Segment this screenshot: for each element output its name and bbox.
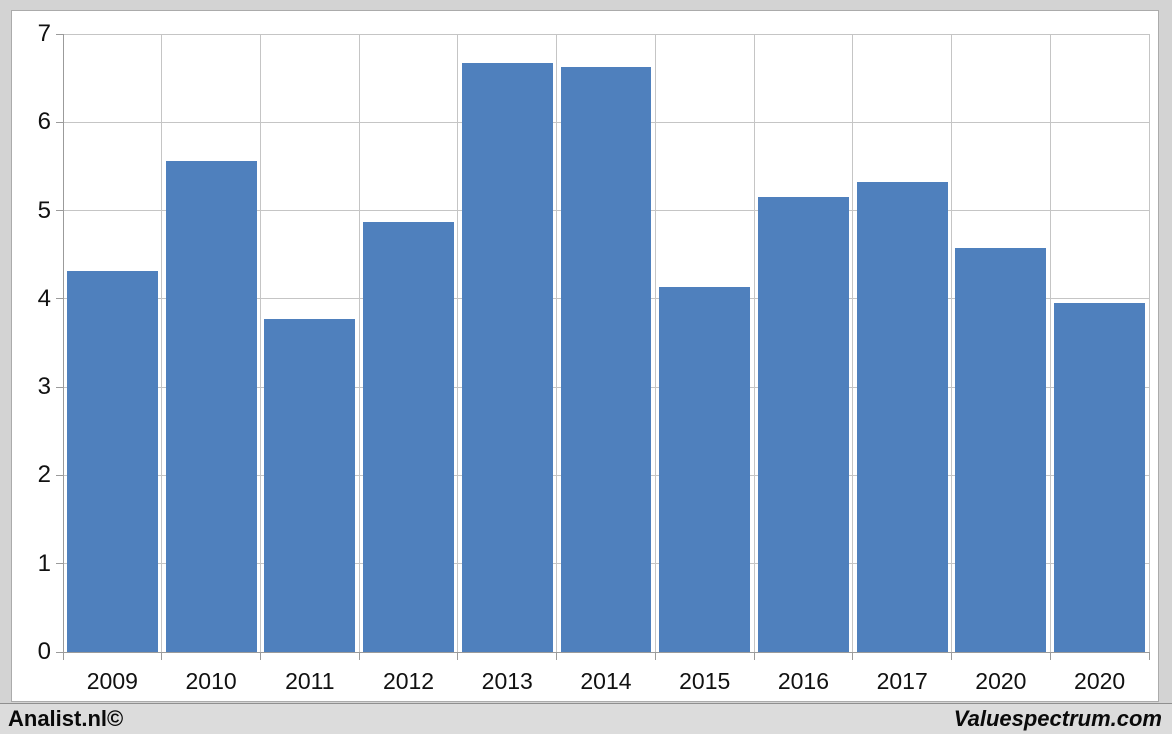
y-tick-label: 5 bbox=[37, 196, 51, 224]
gridline-horizontal bbox=[63, 33, 1149, 35]
x-axis-tick bbox=[1148, 652, 1150, 660]
y-axis-tick bbox=[56, 33, 63, 35]
bar-2009 bbox=[66, 270, 158, 652]
y-axis-tick bbox=[56, 386, 63, 388]
y-axis-line bbox=[63, 34, 64, 653]
x-tick-label: 2015 bbox=[679, 668, 731, 694]
x-tick-label: 2010 bbox=[185, 668, 237, 694]
x-tick-label: 2011 bbox=[285, 668, 335, 694]
plot-area bbox=[63, 33, 1150, 652]
footer-bar: Analist.nl© Valuespectrum.com bbox=[0, 703, 1172, 734]
x-axis-tick bbox=[62, 652, 64, 660]
bar-2011 bbox=[264, 319, 356, 652]
bar-2015 bbox=[659, 287, 751, 652]
x-axis-line bbox=[63, 652, 1150, 653]
x-tick-label: 2009 bbox=[86, 668, 138, 694]
bar-2020 bbox=[1054, 303, 1146, 652]
bar-2013 bbox=[461, 63, 553, 652]
x-tick-label: 2012 bbox=[382, 668, 435, 694]
bar-2016 bbox=[758, 197, 849, 652]
gridline-vertical bbox=[753, 34, 755, 652]
gridline-vertical bbox=[1148, 34, 1150, 652]
x-axis-tick bbox=[852, 652, 854, 660]
x-axis-tick bbox=[457, 652, 459, 660]
x-axis-tick bbox=[951, 652, 953, 660]
y-tick-label: 4 bbox=[37, 284, 51, 312]
gridline-vertical bbox=[358, 34, 360, 652]
x-tick-label: 2017 bbox=[876, 668, 928, 694]
x-axis-tick bbox=[753, 652, 755, 660]
x-axis-tick bbox=[259, 652, 261, 660]
valuespectrum-credit: Valuespectrum.com bbox=[953, 706, 1162, 731]
x-tick-label: 2020 bbox=[1074, 668, 1126, 694]
bar-2010 bbox=[165, 161, 257, 652]
y-tick-label: 0 bbox=[37, 638, 51, 665]
gridline-vertical bbox=[457, 34, 459, 652]
y-axis-tick bbox=[56, 474, 63, 476]
y-tick-label: 1 bbox=[37, 549, 51, 577]
x-tick-label: 2016 bbox=[777, 668, 830, 694]
y-tick-label: 6 bbox=[37, 108, 51, 136]
gridline-vertical bbox=[951, 34, 953, 652]
x-tick-label: 2014 bbox=[580, 668, 632, 694]
bar-2014 bbox=[560, 66, 652, 652]
gridline-vertical bbox=[556, 34, 558, 652]
y-axis-tick bbox=[56, 298, 63, 300]
y-tick-label: 2 bbox=[37, 461, 51, 489]
x-axis-tick bbox=[1049, 652, 1051, 660]
y-tick-label: 3 bbox=[37, 373, 51, 401]
x-tick-label: 2013 bbox=[481, 668, 533, 694]
x-axis-tick bbox=[161, 652, 163, 660]
gridline-vertical bbox=[1049, 34, 1051, 652]
bar-2017 bbox=[856, 182, 948, 652]
x-axis-tick bbox=[556, 652, 558, 660]
analist-credit: Analist.nl© bbox=[8, 706, 124, 731]
gridline-vertical bbox=[259, 34, 261, 652]
x-axis-tick bbox=[654, 652, 656, 660]
y-axis-tick bbox=[56, 121, 63, 123]
gridline-vertical bbox=[654, 34, 656, 652]
x-axis-tick bbox=[358, 652, 360, 660]
y-axis-tick bbox=[56, 210, 63, 212]
y-tick-label: 7 bbox=[37, 20, 51, 47]
gridline-vertical bbox=[852, 34, 854, 652]
y-axis-tick bbox=[56, 563, 63, 565]
bar-2012 bbox=[363, 222, 454, 652]
y-axis-tick bbox=[56, 651, 63, 653]
x-tick-label: 2020 bbox=[975, 668, 1027, 694]
chart-panel: 0 1 2 3 4 5 6 7 2009 2010 2011 2012 2013 2014 2015 2016… bbox=[11, 10, 1159, 702]
gridline-vertical bbox=[161, 34, 163, 652]
bar-2020 bbox=[955, 247, 1047, 652]
